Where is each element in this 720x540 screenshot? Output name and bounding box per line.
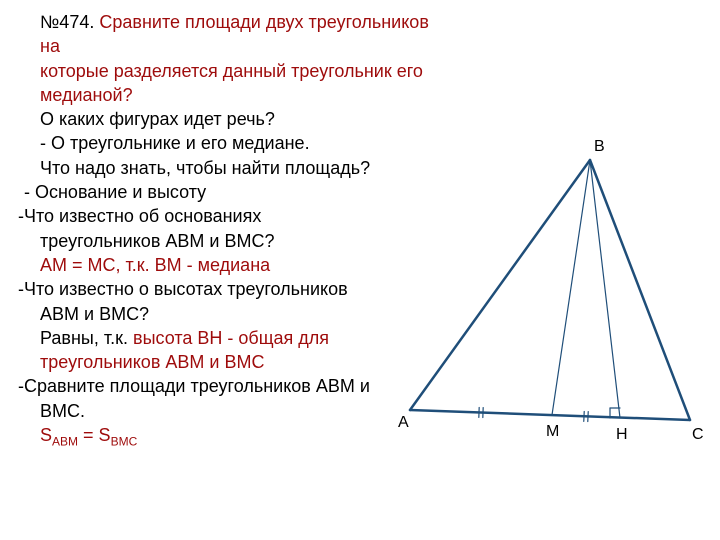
question-1: О каких фигурах идет речь?	[40, 107, 430, 131]
title-line3: медианой?	[40, 83, 430, 107]
question-3a: -Что известно об основаниях	[18, 204, 430, 228]
point-label-A: A	[398, 414, 409, 432]
point-label-H: H	[616, 426, 628, 444]
question-5b: ВМС.	[40, 399, 430, 423]
problem-number: №474.	[40, 12, 94, 32]
question-2: Что надо знать, чтобы найти площадь?	[40, 156, 430, 180]
a5-s1: S	[40, 425, 52, 445]
question-3b: треугольников АВМ и ВМС?	[40, 229, 430, 253]
title-line2: которые разделяется данный треугольник е…	[40, 59, 430, 83]
answer-4-black: Равны, т.к.	[40, 328, 133, 348]
text-content: №474. Сравните площади двух треугольнико…	[0, 10, 430, 450]
answer-1: - О треугольнике и его медиане.	[40, 131, 430, 155]
answer-2: - Основание и высоту	[24, 180, 430, 204]
question-4b: АВМ и ВМС?	[40, 302, 430, 326]
answer-4: Равны, т.к. высота ВН - общая для треуго…	[40, 326, 430, 375]
geometry-figure: A B C M H	[380, 140, 710, 440]
a5-eq: = S	[78, 425, 111, 445]
question-4a: -Что известно о высотах треугольников	[18, 277, 430, 301]
point-label-B: B	[594, 138, 605, 156]
question-5a: -Сравните площади треугольников АВМ и	[18, 374, 430, 398]
point-label-C: C	[692, 426, 704, 444]
a5-bmc: ВМС	[111, 435, 138, 449]
a5-abm: АВМ	[52, 435, 78, 449]
point-label-M: M	[546, 423, 559, 441]
problem-title: №474. Сравните площади двух треугольнико…	[40, 10, 430, 59]
answer-5: SАВМ = SВМС	[40, 423, 430, 450]
title-line1: Сравните площади двух треугольников на	[40, 12, 429, 56]
answer-3: АМ = МС, т.к. ВМ - медиана	[40, 253, 430, 277]
